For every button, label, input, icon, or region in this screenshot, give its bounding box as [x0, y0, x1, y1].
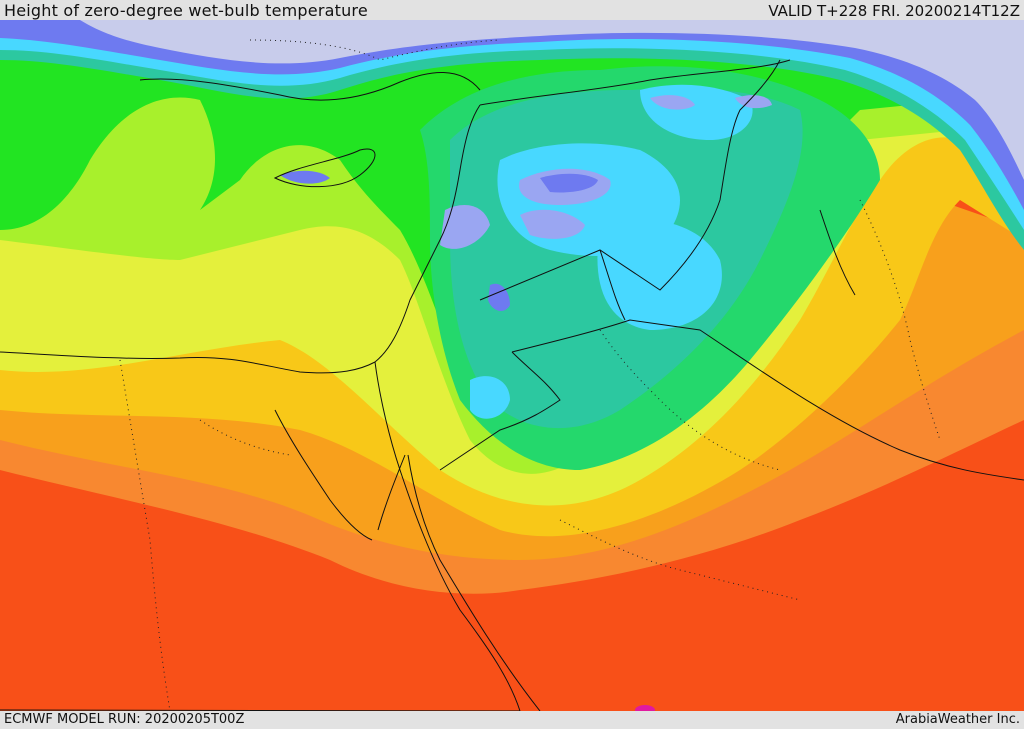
model-run: ECMWF MODEL RUN: 20200205T00Z: [4, 712, 244, 728]
weather-map[interactable]: [0, 20, 1024, 711]
credit: ArabiaWeather Inc.: [896, 712, 1020, 728]
valid-time: VALID T+228 FRI. 20200214T12Z: [768, 1, 1020, 21]
map-title: Height of zero-degree wet-bulb temperatu…: [4, 1, 368, 21]
footer-bar: ECMWF MODEL RUN: 20200205T00Z ArabiaWeat…: [0, 711, 1024, 729]
map-area[interactable]: [0, 20, 1024, 711]
header-bar: Height of zero-degree wet-bulb temperatu…: [0, 0, 1024, 20]
